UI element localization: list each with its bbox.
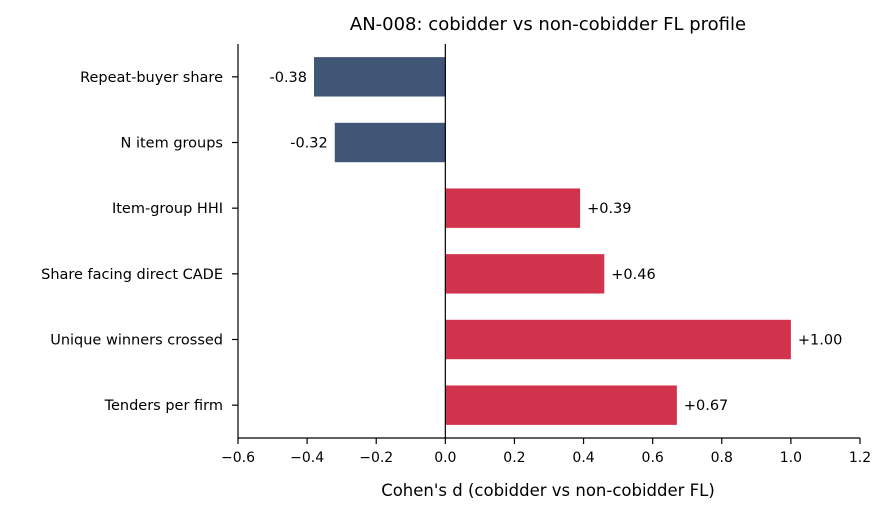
bar bbox=[334, 122, 446, 163]
x-tick-label: 1.2 bbox=[849, 450, 871, 466]
bar-value-label: +0.39 bbox=[587, 201, 631, 217]
x-tick-label: 0.2 bbox=[503, 450, 525, 466]
category-labels-group: Repeat-buyer share N item groups Item-grou… bbox=[41, 70, 223, 414]
bar bbox=[314, 57, 446, 97]
bars-group bbox=[314, 57, 791, 425]
bar-value-label: -0.38 bbox=[269, 70, 307, 86]
x-tick-label: −0.6 bbox=[221, 450, 255, 466]
category-label: Share facing direct CADE bbox=[41, 267, 223, 283]
bar-value-label: +0.46 bbox=[611, 267, 655, 283]
category-label: N item groups bbox=[121, 136, 224, 152]
bar bbox=[445, 319, 791, 360]
x-tick-label: 1.0 bbox=[780, 450, 802, 466]
chart-title: AN-008: cobidder vs non-cobidder FL prof… bbox=[350, 14, 746, 35]
x-ticks-group: −0.6 −0.4 −0.2 0.0 0.2 0.4 0.6 0.8 1.0 1.2 bbox=[221, 76, 871, 466]
x-tick-label: 0.4 bbox=[572, 450, 594, 466]
bar-value-label: +1.00 bbox=[798, 333, 842, 349]
x-tick-label: 0.6 bbox=[642, 450, 664, 466]
category-label: Repeat-buyer share bbox=[80, 70, 223, 86]
bar bbox=[445, 254, 605, 294]
x-axis-label: Cohen's d (cobidder vs non-cobidder FL) bbox=[381, 481, 715, 500]
bar-value-label: -0.32 bbox=[290, 136, 328, 152]
category-label: Tenders per firm bbox=[104, 398, 223, 414]
category-label: Unique winners crossed bbox=[50, 333, 223, 349]
value-labels-group: -0.38 -0.32 +0.39 +0.46 +1.00 +0.67 bbox=[269, 70, 842, 414]
x-tick-label: 0.8 bbox=[711, 450, 733, 466]
bar bbox=[445, 188, 581, 228]
x-tick-label: 0.0 bbox=[434, 450, 456, 466]
bar-value-label: +0.67 bbox=[684, 398, 728, 414]
category-label: Item-group HHI bbox=[112, 201, 223, 217]
x-tick-label: −0.2 bbox=[359, 450, 393, 466]
bar bbox=[445, 385, 677, 425]
x-tick-label: −0.4 bbox=[290, 450, 324, 466]
